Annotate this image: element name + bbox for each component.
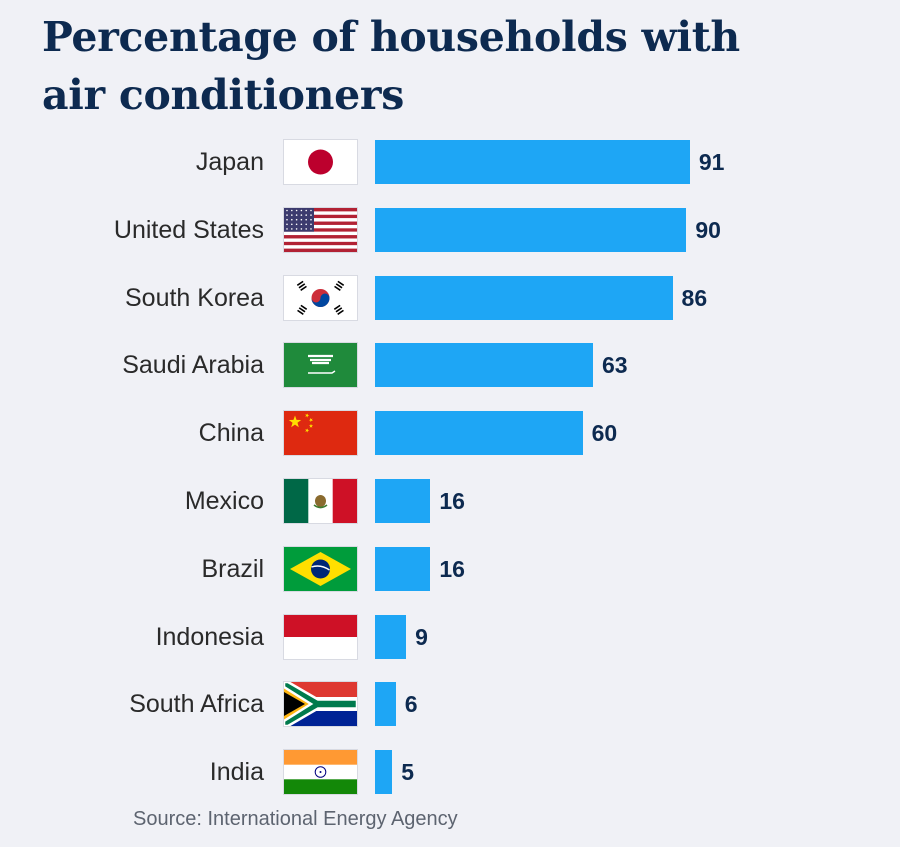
bar — [375, 546, 431, 591]
bar-row: Brazil 16 — [0, 546, 900, 591]
bar — [375, 140, 690, 184]
bar-row: United States 90 — [0, 207, 900, 252]
chart-title-line-2: air conditioners — [42, 71, 405, 119]
usa-flag-icon — [284, 207, 357, 252]
value-label: 5 — [401, 759, 415, 786]
value-label: 90 — [695, 216, 721, 243]
japan-flag-icon — [284, 140, 357, 184]
bar — [375, 411, 583, 456]
bar — [375, 479, 431, 523]
chart-title-line-1: Percentage of households with — [42, 13, 740, 61]
bar — [375, 682, 396, 727]
bar — [375, 275, 673, 320]
south-africa-flag-icon — [284, 682, 357, 727]
bar-row: Japan 91 — [0, 140, 900, 184]
value-label: 6 — [404, 691, 418, 718]
value-label: 9 — [415, 623, 428, 650]
bar-row: South Africa 6 — [0, 682, 900, 727]
bar-row: Indonesia 9 — [0, 614, 900, 659]
source-note: Source: International Energy Agency — [133, 808, 458, 830]
category-label: Japan — [195, 148, 264, 176]
category-label: India — [209, 758, 264, 787]
category-label: United States — [113, 215, 264, 244]
bar — [375, 343, 593, 388]
category-label: China — [198, 419, 264, 448]
value-label: 16 — [439, 555, 465, 582]
bar — [375, 207, 687, 252]
value-label: 60 — [591, 420, 618, 447]
china-flag-icon — [284, 411, 357, 456]
saudi-arabia-flag-icon — [284, 343, 357, 388]
bar — [375, 614, 407, 659]
bar-row: Mexico 16 — [0, 479, 900, 523]
value-label: 86 — [681, 284, 708, 311]
category-label: Brazil — [201, 554, 264, 583]
chart-title: Percentage of households with air condit… — [42, 8, 802, 124]
category-label: Indonesia — [155, 622, 264, 651]
bar-row: South Korea 86 — [0, 275, 900, 320]
value-label: 91 — [698, 149, 725, 175]
bar-row: Saudi Arabia 63 — [0, 343, 900, 388]
value-label: 16 — [439, 488, 465, 514]
bar-row: China 60 — [0, 411, 900, 456]
bar — [375, 750, 393, 795]
brazil-flag-icon — [284, 546, 357, 591]
value-label: 63 — [601, 352, 628, 379]
india-flag-icon — [284, 750, 357, 795]
category-label: Mexico — [184, 487, 264, 515]
indonesia-flag-icon — [284, 614, 357, 659]
bar-row: India 5 — [0, 750, 900, 795]
category-label: South Africa — [129, 690, 264, 719]
category-label: South Korea — [125, 283, 264, 312]
mexico-flag-icon — [284, 479, 357, 523]
category-label: Saudi Arabia — [122, 351, 264, 380]
south-korea-flag-icon — [284, 275, 357, 320]
